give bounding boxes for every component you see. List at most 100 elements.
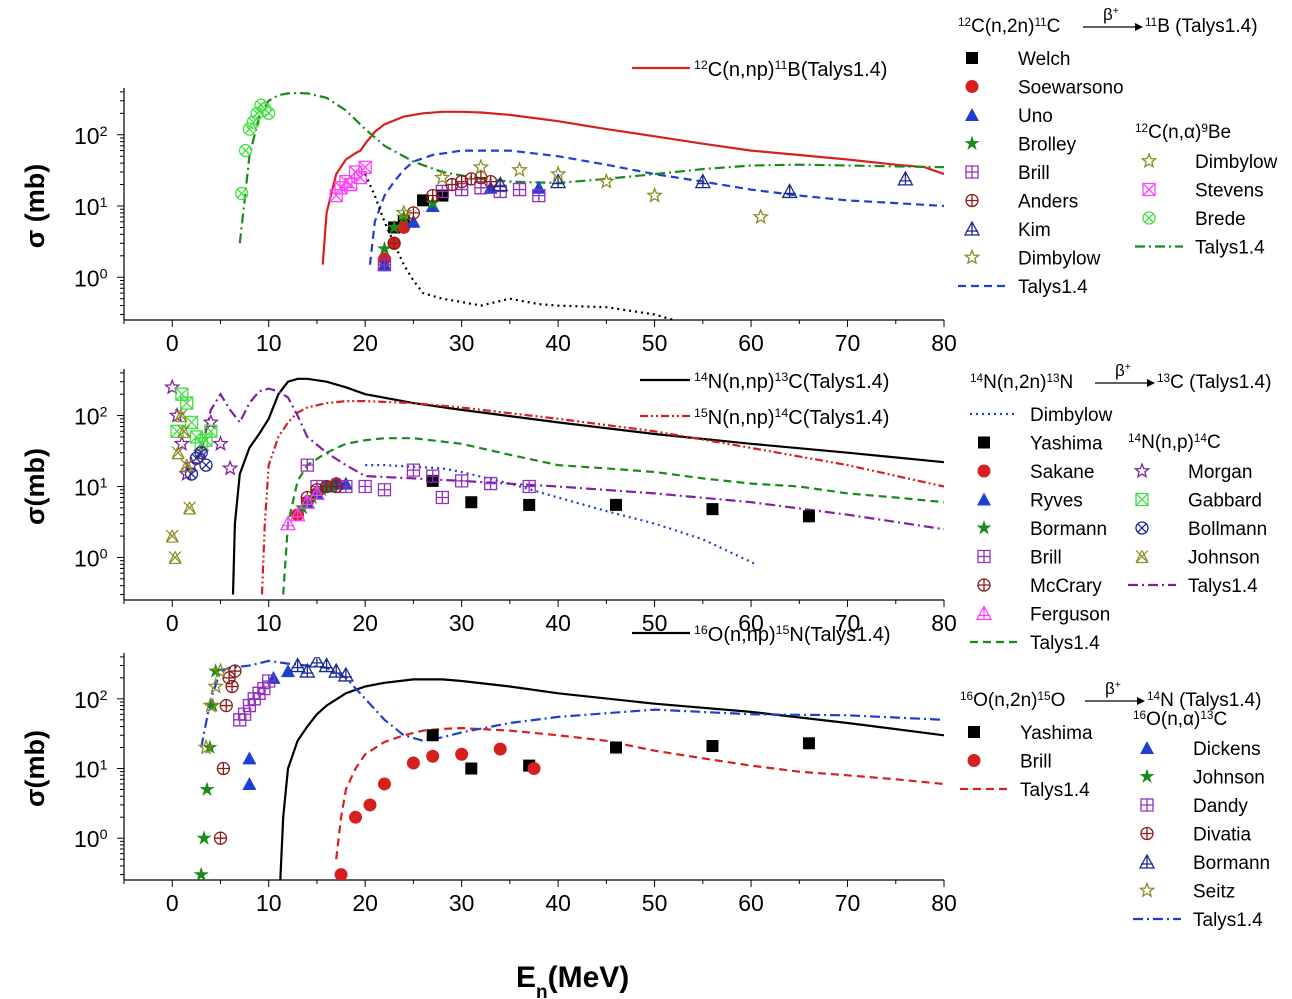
y-tick-label-part: 1: [100, 195, 108, 211]
legend-item-welch: Welch: [966, 49, 1070, 70]
legend-marker: [966, 52, 978, 64]
y-axis-label: σ(mb): [20, 448, 50, 525]
legend-arrow-label: β+: [1115, 361, 1131, 380]
legend-label: Talys1.4: [1020, 780, 1090, 801]
point-anders: [426, 188, 440, 203]
point-bormann: [323, 478, 339, 493]
legend-item-talys1-4: Talys1.4: [1128, 576, 1258, 597]
point-uno: [406, 214, 421, 228]
x-tick-label: 80: [931, 890, 957, 916]
point-gabbard: [180, 396, 194, 410]
legend-item-stevens: Stevens: [1142, 181, 1264, 202]
legend-label: Brill: [1020, 752, 1052, 773]
legend-marker: [975, 605, 993, 621]
point-brill: [377, 777, 391, 791]
legend-label: Brill: [1030, 548, 1062, 569]
legend-group2-title: 16O(n,α)13C: [1133, 709, 1227, 731]
legend-marker: [965, 165, 979, 179]
legend-label: Dandy: [1193, 796, 1248, 817]
point-divatia: [213, 831, 228, 845]
x-tick-label: 50: [642, 610, 668, 636]
point-dandy: [252, 686, 266, 700]
legend-item-brill: Brill: [967, 752, 1052, 773]
y-tick-label: 100: [74, 826, 108, 852]
y-tick-label-part: 10: [74, 265, 100, 291]
legend-label: McCrary: [1030, 576, 1102, 597]
point-dandy: [257, 681, 271, 696]
x-tick-label: 30: [449, 890, 475, 916]
curve-label-part: 11: [775, 58, 788, 72]
legend-label: Brill: [1018, 163, 1050, 184]
x-tick-label: 0: [166, 890, 179, 916]
point-ferguson: [289, 506, 306, 522]
legend-item-ryves: Ryves: [977, 491, 1083, 512]
curve-talys1-4-n-p-: [200, 387, 944, 531]
point-ferguson: [308, 485, 326, 501]
x-tick-label: 20: [352, 330, 378, 356]
point-yashima: [610, 741, 622, 754]
x-tick-label: 50: [642, 890, 668, 916]
legend-reaction-product-part: N (Talys1.4): [1160, 690, 1261, 711]
legend-item-johnson: Johnson: [1139, 768, 1265, 789]
curve-talys1-4-n-2n-: [368, 149, 944, 265]
curve-dimbylow: [365, 464, 757, 566]
legend-marker: [968, 726, 980, 738]
curve-14n-n-np-13c: [231, 377, 944, 595]
legend-arrow-label: β+: [1105, 679, 1121, 698]
legend-item-brill: Brill: [965, 163, 1050, 184]
legend-group2-title-part: 16: [1133, 709, 1147, 722]
point-seitz: [207, 677, 224, 694]
legend-reaction-product-part: 13: [1157, 372, 1171, 385]
point-dimbylow: [597, 172, 615, 189]
point-uno: [531, 180, 546, 194]
point-mccrary: [329, 479, 343, 494]
legend-marker: [977, 549, 991, 564]
legend-item-dimbylow: Dimbylow: [1140, 152, 1278, 173]
legend-label: Dickens: [1193, 739, 1261, 760]
x-tick-label: 70: [835, 330, 861, 356]
legend-marker: [976, 520, 992, 535]
legend-item-brede: Brede: [1142, 209, 1246, 230]
legend-item-yashima: Yashima: [978, 434, 1103, 455]
y-tick-label-part: 10: [74, 826, 100, 852]
curve-label-part: 16: [694, 623, 708, 637]
legend-item-dandy: Dandy: [1140, 796, 1248, 817]
curve-label-part: 15: [776, 623, 790, 637]
point-dandy: [237, 707, 252, 721]
legend-label: Johnson: [1193, 768, 1265, 789]
legend-reaction-product-part: 11: [1145, 16, 1157, 29]
point-ferguson: [279, 515, 297, 531]
y-tick-label: 101: [74, 194, 108, 220]
point-welch: [417, 194, 430, 207]
legend-reaction-product-part: B (Talys1.4): [1157, 16, 1257, 37]
point-dimbylow: [752, 208, 770, 225]
x-axis-label-part: n: [536, 982, 548, 999]
legend-item-ferguson: Ferguson: [975, 605, 1110, 626]
y-tick-label-part: 2: [100, 405, 108, 421]
point-bormann: [289, 657, 306, 673]
legend-reaction-title: 14N(n,2n)13N: [970, 372, 1073, 394]
legend-group2-title-part: ): [1194, 709, 1200, 730]
legend-group2-title-part: C: [1207, 432, 1221, 453]
y-tick-label-part: 10: [74, 404, 100, 430]
legend-group2-title-part: C(n,: [1148, 122, 1184, 143]
point-brolley: [425, 195, 441, 210]
legend-label: Seitz: [1193, 882, 1235, 903]
y-tick-label-part: 2: [100, 688, 108, 704]
x-tick-label: 10: [256, 610, 282, 636]
legend-arrow-label-part: β: [1115, 361, 1125, 380]
legend-item-bormann: Bormann: [1138, 853, 1270, 874]
x-tick-label: 0: [166, 610, 179, 636]
legend-arrow-label-part: +: [1125, 361, 1131, 373]
y-axis-label: σ(mb): [20, 730, 50, 807]
legend-marker: [965, 108, 979, 121]
y-tick-label: 101: [74, 757, 108, 783]
point-kim: [492, 176, 509, 192]
legend-group2-title-part: α: [1184, 122, 1195, 143]
legend-marker: [967, 754, 981, 767]
x-tick-label: 60: [738, 610, 764, 636]
point-brill: [349, 810, 363, 824]
legend-label: Divatia: [1193, 825, 1252, 846]
legend-reaction-title-part: 13: [1046, 372, 1060, 385]
curve-label: 14N(n,np)13C(Talys1.4): [694, 370, 889, 393]
